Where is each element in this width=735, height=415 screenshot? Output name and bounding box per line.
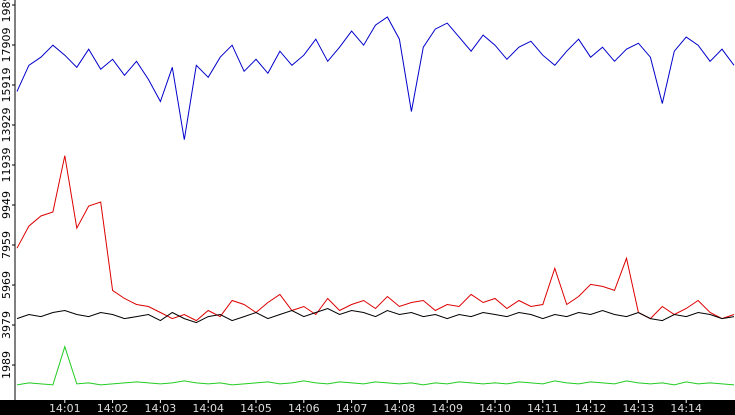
series-line [16, 307, 735, 324]
x-tick-label: 14:14 [670, 402, 702, 415]
y-tick-label: 3979 [0, 311, 13, 339]
x-tick-label: 14:04 [192, 402, 224, 415]
x-tick-label: 14:03 [145, 402, 177, 415]
y-tick-label: 13929 [0, 108, 13, 143]
x-axis-band [0, 400, 735, 415]
y-tick-label: 9949 [0, 191, 13, 219]
x-tick-label: 14:05 [240, 402, 272, 415]
x-tick-label: 14:07 [336, 402, 368, 415]
y-tick-label: 15919 [0, 68, 13, 103]
x-tick-label: 14:08 [384, 402, 416, 415]
series-line [16, 345, 735, 386]
y-tick-label: 11939 [0, 148, 13, 183]
x-tick-label: 14:13 [623, 402, 655, 415]
x-tick-label: 14:09 [431, 402, 463, 415]
series-line [16, 16, 735, 140]
x-tick-label: 14:11 [527, 402, 559, 415]
y-tick-label: 17909 [0, 28, 13, 63]
y-tick-label: 1989 [0, 351, 13, 379]
y-tick-label: 19899 [0, 0, 13, 23]
series-line [16, 155, 735, 322]
x-tick-label: 14:10 [479, 402, 511, 415]
x-tick-label: 14:01 [49, 402, 81, 415]
y-tick-label: 5969 [0, 271, 13, 299]
x-tick-label: 14:02 [97, 402, 129, 415]
x-tick-label: 14:06 [288, 402, 320, 415]
y-tick-label: 0 [0, 402, 13, 409]
x-tick-label: 14:12 [575, 402, 607, 415]
y-tick-label: 7959 [0, 231, 13, 259]
